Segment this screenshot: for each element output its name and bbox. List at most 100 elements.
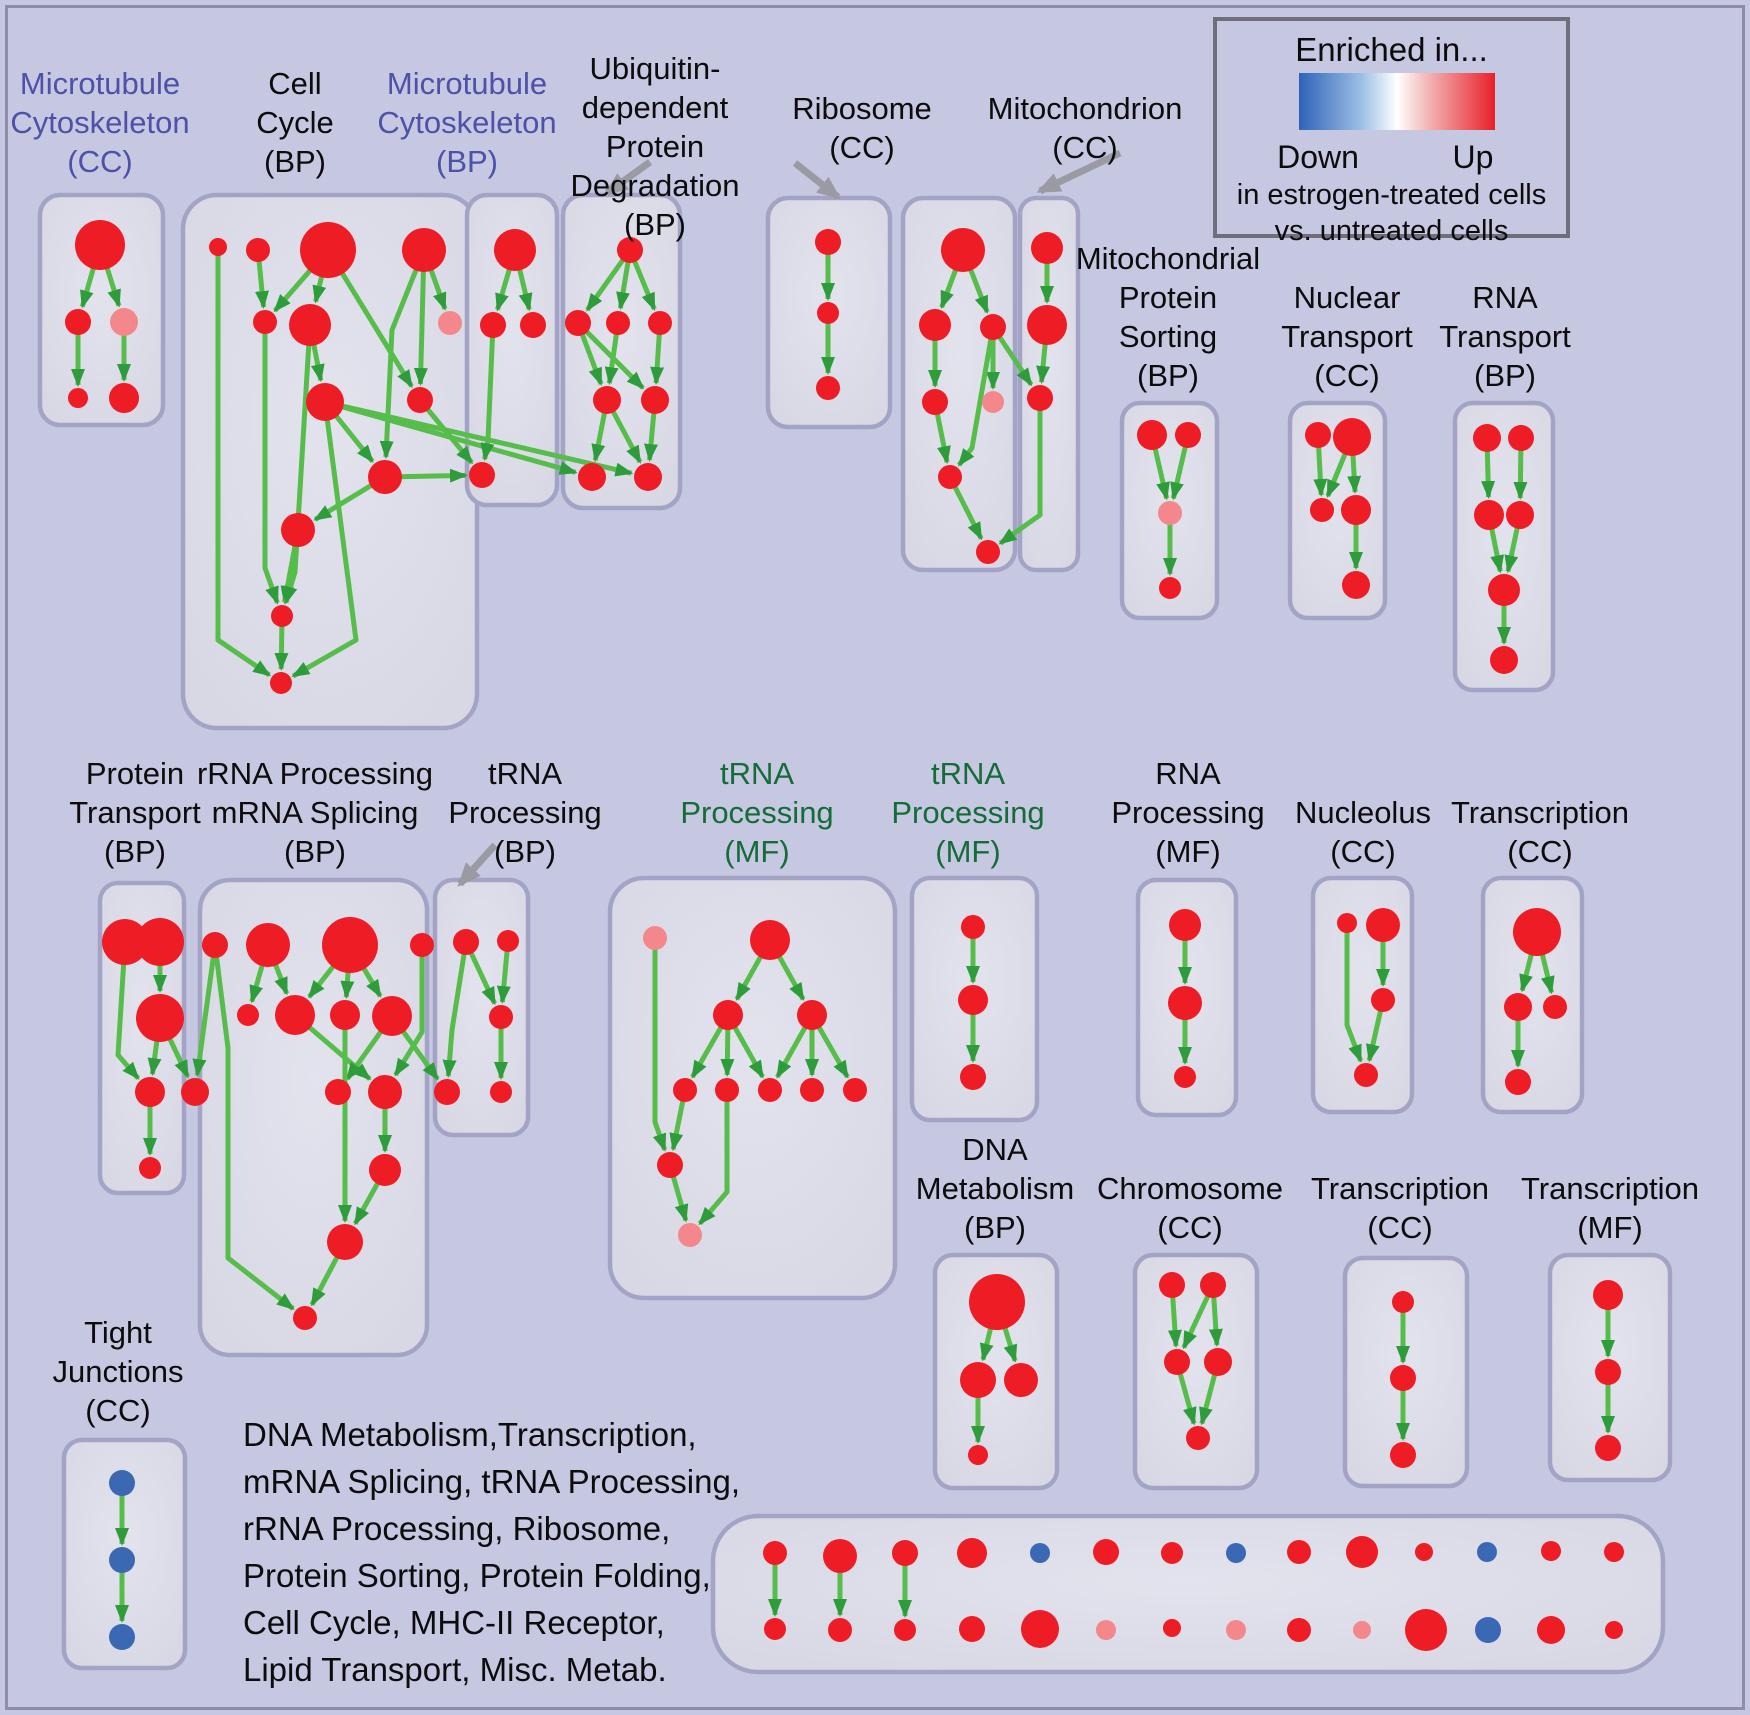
- go-term-node-mb4: [469, 462, 495, 488]
- go-term-node-a14t: [1604, 1542, 1624, 1562]
- edge-u2-to-u6: [576, 321, 645, 390]
- go-term-node-t1: [1031, 232, 1063, 264]
- go-term-node-m5: [109, 383, 139, 413]
- go-term-node-h2: [1168, 986, 1202, 1020]
- cluster-label-transcription-cc-top: Transcription (CC): [1450, 795, 1630, 869]
- go-term-node-a7b: [1163, 1619, 1181, 1637]
- go-term-node-tj1: [109, 1470, 135, 1496]
- group-box-microtubule-cc: [37, 192, 166, 428]
- go-term-node-f2: [750, 920, 790, 960]
- go-term-node-a5b: [1021, 1610, 1059, 1648]
- go-term-node-f3: [713, 1000, 743, 1030]
- go-term-node-a8t: [1226, 1543, 1246, 1563]
- go-term-node-s3: [1158, 501, 1182, 525]
- go-term-node-a10b: [1353, 1621, 1371, 1639]
- go-term-node-a1t: [763, 1541, 787, 1565]
- legend-title: Enriched in...: [1295, 31, 1488, 68]
- go-term-node-mb3: [520, 312, 546, 338]
- go-term-node-k2: [1200, 1272, 1226, 1298]
- go-term-node-c1: [209, 238, 227, 256]
- go-term-node-p4: [135, 1077, 165, 1107]
- go-term-node-a12t: [1477, 1542, 1497, 1562]
- cluster-label-nuclear-transport: Nuclear Transport (CC): [1281, 280, 1413, 393]
- go-term-node-j3: [1543, 995, 1567, 1019]
- cluster-label-cell-cycle: Cell Cycle (BP): [256, 66, 334, 179]
- go-term-node-mb1: [494, 229, 536, 271]
- go-term-node-x13: [327, 1224, 363, 1260]
- callout-arrow-to-ubiquitin-box-2: [792, 160, 842, 200]
- legend-subtitle: in estrogen-treated cells vs. untreated …: [1236, 179, 1547, 247]
- cluster-label-trna-mf-1: tRNA Processing (MF): [680, 756, 834, 869]
- group-box-trna-mf-1: [607, 875, 898, 1301]
- cluster-label-ribosome: Ribosome (CC): [792, 91, 932, 165]
- go-term-node-d2: [960, 1362, 996, 1398]
- go-term-node-c11: [281, 513, 315, 547]
- cluster-label-trna-mf-2: tRNA Processing (MF): [891, 756, 1045, 869]
- go-term-node-s1: [1137, 420, 1167, 450]
- go-term-node-k4: [1204, 1348, 1232, 1376]
- go-term-node-a2b: [828, 1618, 852, 1642]
- go-term-node-k5: [1186, 1426, 1210, 1450]
- go-term-node-u2: [565, 310, 591, 336]
- go-term-node-n1: [1305, 422, 1331, 448]
- go-term-node-x8: [372, 996, 412, 1036]
- go-term-node-c12: [271, 605, 293, 627]
- edge-x1-to-x14: [212, 944, 295, 1311]
- go-term-node-s4: [1159, 577, 1181, 599]
- go-term-node-c7: [438, 311, 462, 335]
- go-term-node-h3: [1174, 1066, 1196, 1088]
- go-term-node-y2: [1390, 1365, 1416, 1391]
- go-term-node-x4: [410, 933, 434, 957]
- go-term-node-a11t: [1415, 1543, 1433, 1561]
- go-term-node-q2: [817, 302, 839, 324]
- go-term-node-a13t: [1541, 1541, 1561, 1561]
- go-term-node-a5t: [1030, 1543, 1050, 1563]
- go-term-node-u8: [634, 463, 662, 491]
- cluster-label-trna-bp: tRNA Processing (BP): [448, 756, 602, 869]
- edge-x4-to-x11: [393, 945, 425, 1077]
- go-term-node-a6t: [1093, 1539, 1119, 1565]
- cluster-label-rna-transport: RNA Transport (BP): [1439, 280, 1571, 393]
- go-term-node-a2t: [823, 1539, 857, 1573]
- legend-up-label: Up: [1452, 139, 1494, 175]
- go-term-node-n2: [1333, 418, 1371, 456]
- go-term-node-w4: [434, 1079, 460, 1105]
- go-term-node-mb2: [480, 312, 506, 338]
- legend-gradient-bar: [1299, 73, 1495, 130]
- group-box-dna-metabolism: [932, 1252, 1060, 1491]
- go-term-node-x6: [275, 995, 315, 1035]
- go-term-node-tj2: [109, 1547, 135, 1573]
- go-term-node-a1b: [764, 1618, 786, 1640]
- group-box-ribosome-cc: [900, 195, 1018, 573]
- go-term-node-a13b: [1537, 1616, 1565, 1644]
- go-term-node-a4b: [959, 1616, 985, 1642]
- go-term-node-f10: [657, 1152, 683, 1178]
- go-term-node-j4: [1505, 1069, 1531, 1095]
- callout-arrow-to-ubiquitin-box-1: [603, 159, 653, 196]
- go-term-node-x7: [330, 1000, 360, 1030]
- edge-p1-to-p4: [115, 941, 141, 1081]
- go-term-node-q3: [816, 376, 840, 400]
- edge-c1-to-c13: [215, 247, 272, 678]
- go-term-node-u6: [641, 386, 669, 414]
- go-term-node-f8: [800, 1078, 824, 1102]
- go-term-node-u4: [648, 311, 672, 335]
- cluster-label-mitochondrion: Mitochondrion (CC): [987, 91, 1183, 165]
- go-term-node-x2: [246, 923, 290, 967]
- go-term-node-r5: [982, 391, 1004, 413]
- go-term-node-g1: [961, 915, 985, 939]
- go-term-node-u7: [578, 463, 606, 491]
- go-term-node-x12: [369, 1154, 401, 1186]
- misc-categories-text: DNA Metabolism,Transcription, mRNA Splic…: [243, 1416, 741, 1688]
- edge-w1-to-w4: [442, 941, 469, 1079]
- go-term-node-tj3: [109, 1624, 135, 1650]
- go-term-node-r4: [922, 389, 948, 415]
- cluster-label-mito-sorting: Mitochondrial Protein Sorting (BP): [1075, 241, 1261, 393]
- group-box-chromosome: [1132, 1252, 1260, 1491]
- edge-mb2-to-mb4: [480, 324, 496, 462]
- go-term-node-p2: [136, 918, 184, 966]
- edge-c8-to-u8: [324, 399, 634, 477]
- go-term-node-q1: [815, 229, 841, 255]
- go-term-node-c13: [270, 672, 292, 694]
- go-term-node-j1: [1513, 908, 1561, 956]
